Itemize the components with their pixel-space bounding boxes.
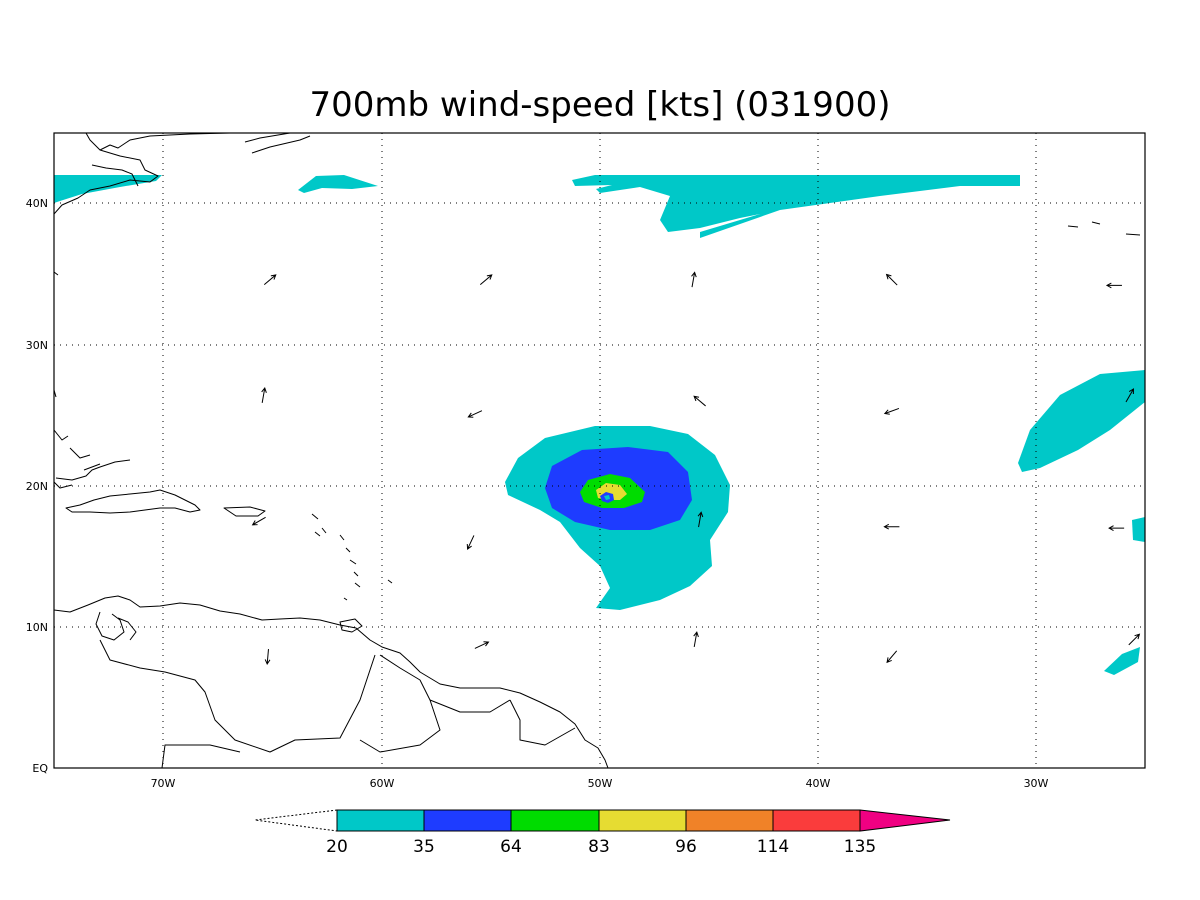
wind-vector-arrow <box>883 407 900 415</box>
wind-vector-arrow <box>1125 388 1135 403</box>
colorbar-swatch-96-114 <box>685 809 774 832</box>
wind-vector-arrow <box>693 631 699 648</box>
lat-tick-eq: EQ <box>32 762 48 775</box>
lat-tick-10n: 10N <box>26 621 48 634</box>
plot-frame <box>53 132 1146 769</box>
colorbar-swatch-83-96 <box>598 809 687 832</box>
contour-20kt-north-atlantic-band <box>572 175 1020 238</box>
coastline-south-america <box>54 595 609 768</box>
colorbar-swatch-20-35 <box>336 809 425 832</box>
colorbar-low-triangle <box>254 809 338 832</box>
contour-20kt-east-band <box>1018 370 1145 472</box>
coastline-us-east <box>54 271 101 471</box>
contour-eye-inner <box>604 495 610 500</box>
lon-tick-30w: 30W <box>1024 777 1049 790</box>
colorbar-high-triangle <box>859 809 951 832</box>
wind-vector-arrow <box>479 274 493 285</box>
contour-20kt-north-atlantic-small <box>298 175 378 193</box>
borders-south-america <box>99 639 576 768</box>
wind-vector-arrow <box>883 523 900 530</box>
coastline-hispaniola <box>65 489 201 514</box>
wind-vector-arrow <box>697 511 704 528</box>
lon-tick-40w: 40W <box>806 777 831 790</box>
coastline-maracaibo <box>95 611 137 641</box>
coastline-lesser-antilles <box>311 513 393 601</box>
colorbar-label-83: 83 <box>588 837 610 857</box>
lon-tick-labels: 70W 60W 50W 40W 30W <box>151 777 1049 790</box>
wind-vector-arrow <box>691 271 697 288</box>
wind-vector-arrow <box>885 273 898 286</box>
lon-tick-50w: 50W <box>588 777 613 790</box>
wind-vector-arrow <box>466 535 475 550</box>
coastline-small-islands-east <box>1067 221 1141 236</box>
lat-tick-40n: 40N <box>26 197 48 210</box>
colorbar-label-20: 20 <box>326 837 348 857</box>
wind-vector-arrow <box>886 650 898 664</box>
colorbar-label-114: 114 <box>757 837 789 857</box>
wind-vector-arrow <box>251 516 266 526</box>
wind-vector-arrow <box>1108 525 1125 531</box>
colorbar: 20 35 64 83 96 114 135 <box>254 809 951 857</box>
coastlines <box>54 133 1141 768</box>
contour-20kt-northeast-us <box>54 175 162 203</box>
plot-area <box>54 133 1145 768</box>
coastline-north-america <box>54 133 159 215</box>
coastline-trinidad <box>339 618 363 633</box>
coastline-puerto-rico <box>223 506 266 517</box>
lat-tick-20n: 20N <box>26 480 48 493</box>
wind-vector-arrow <box>1128 633 1141 646</box>
colorbar-label-135: 135 <box>844 837 876 857</box>
wind-speed-contours <box>54 175 1145 675</box>
colorbar-label-64: 64 <box>500 837 522 857</box>
wind-vector-arrow <box>264 649 271 666</box>
wind-vectors <box>251 271 1141 666</box>
map-title: 700mb wind-speed [kts] (031900) <box>310 85 891 125</box>
wind-vector-arrow <box>693 395 706 407</box>
colorbar-label-35: 35 <box>413 837 435 857</box>
colorbar-label-96: 96 <box>675 837 697 857</box>
wind-vector-arrow <box>467 410 483 418</box>
contour-20kt-east-small <box>1132 517 1145 542</box>
lon-tick-70w: 70W <box>151 777 176 790</box>
colorbar-swatch-35-64 <box>423 809 512 832</box>
wind-vector-arrow <box>474 641 490 649</box>
contour-20kt-southeast <box>1104 647 1140 675</box>
wind-vector-arrow <box>1105 282 1122 289</box>
coastline-cuba <box>54 459 131 489</box>
lat-tick-30n: 30N <box>26 339 48 352</box>
coastline-new-england-detail <box>91 133 311 187</box>
wind-vector-arrow <box>261 387 267 403</box>
lat-tick-labels: 40N 30N 20N 10N EQ <box>26 197 49 775</box>
colorbar-swatch-114-135 <box>772 809 861 832</box>
colorbar-swatch-64-83 <box>510 809 600 832</box>
lon-tick-60w: 60W <box>370 777 395 790</box>
wind-vector-arrow <box>263 274 277 285</box>
